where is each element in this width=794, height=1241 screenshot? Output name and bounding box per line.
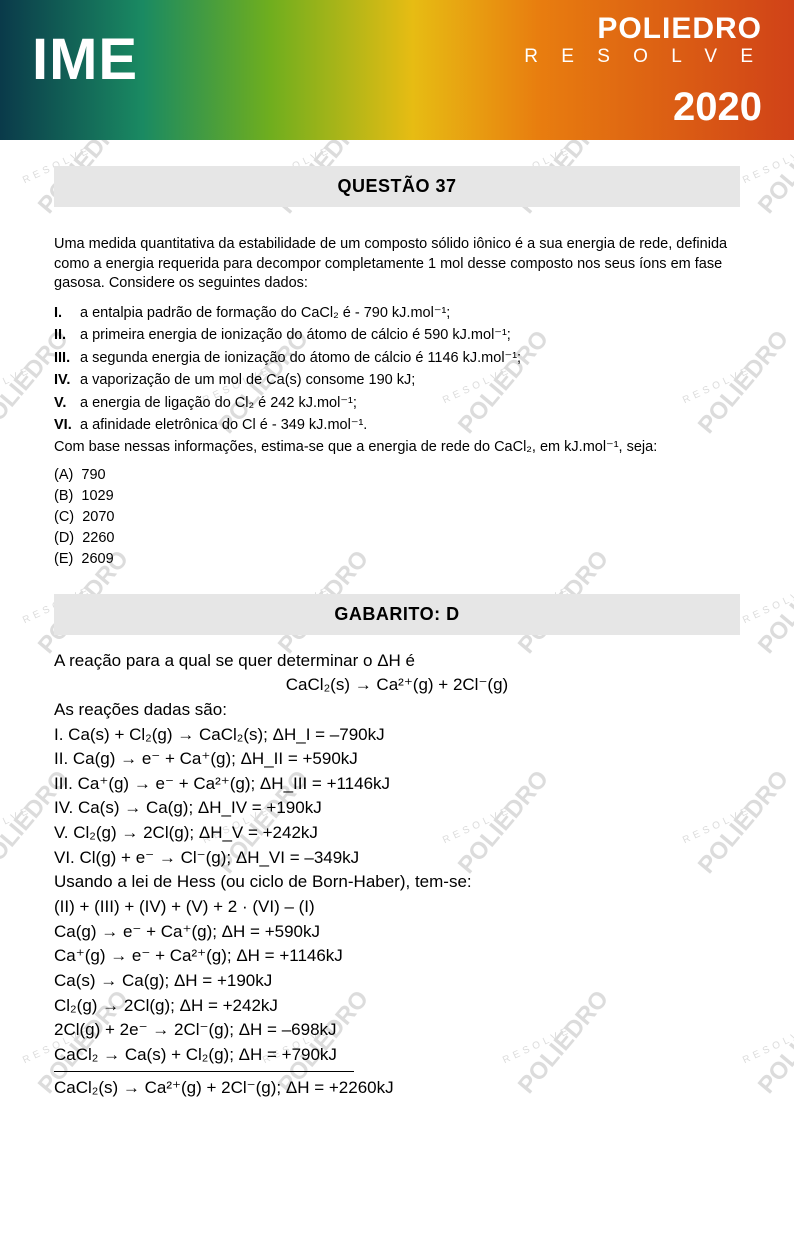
exam-logo: IME — [32, 26, 138, 93]
solution-hess: Usando a lei de Hess (ou ciclo de Born-H… — [54, 870, 740, 895]
brand-name: POLIEDRO — [597, 12, 762, 45]
list-item: I.a entalpia padrão de formação do CaCl₂… — [54, 302, 740, 324]
solution-step: Ca(g) → e⁻ + Ca⁺(g); ΔH = +590kJ — [54, 920, 740, 945]
page-content: QUESTÃO 37 Uma medida quantitativa da es… — [0, 140, 794, 1101]
sum-rule — [54, 1071, 354, 1072]
solution-combination: (II) + (III) + (IV) + (V) + 2 · (VI) – (… — [54, 895, 740, 920]
list-item: V.a energia de ligação do Cl₂ é 242 kJ.m… — [54, 392, 740, 414]
brand-logo: POLIEDRO R E S O L V E — [524, 12, 762, 68]
solution-step: 2Cl(g) + 2e⁻ → 2Cl⁻(g); ΔH = –698kJ — [54, 1018, 740, 1043]
list-item: VI.a afinidade eletrônica do Cl é - 349 … — [54, 414, 740, 436]
given-data-list: I.a entalpia padrão de formação do CaCl₂… — [54, 302, 740, 437]
solution-given: II. Ca(g) → e⁻ + Ca⁺(g); ΔH_II = +590kJ — [54, 747, 740, 772]
alt-a: (A) 790 — [54, 465, 740, 486]
alt-b: (B) 1029 — [54, 486, 740, 507]
alternatives: (A) 790 (B) 1029 (C) 2070 (D) 2260 (E) 2… — [54, 465, 740, 570]
solution-given: IV. Ca(s) → Ca(g); ΔH_IV = +190kJ — [54, 796, 740, 821]
exam-year: 2020 — [673, 85, 762, 130]
list-item: III.a segunda energia de ionização do át… — [54, 347, 740, 369]
alt-e: (E) 2609 — [54, 549, 740, 570]
solution-step: Ca(s) → Ca(g); ΔH = +190kJ — [54, 969, 740, 994]
brand-sub: R E S O L V E — [524, 46, 762, 68]
solution-line: A reação para a qual se quer determinar … — [54, 649, 740, 674]
solution-given: I. Ca(s) + Cl₂(g) → CaCl₂(s); ΔH_I = –79… — [54, 723, 740, 748]
solution-given: III. Ca⁺(g) → e⁻ + Ca²⁺(g); ΔH_III = +11… — [54, 772, 740, 797]
alt-d: (D) 2260 — [54, 528, 740, 549]
list-item: IV.a vaporização de um mol de Ca(s) cons… — [54, 369, 740, 391]
question-intro: Uma medida quantitativa da estabilidade … — [54, 235, 740, 294]
solution-target-eq: CaCl₂(s) → Ca²⁺(g) + 2Cl⁻(g) — [54, 673, 740, 698]
solution: A reação para a qual se quer determinar … — [54, 649, 740, 1102]
solution-line: As reações dadas são: — [54, 698, 740, 723]
solution-step: Ca⁺(g) → e⁻ + Ca²⁺(g); ΔH = +1146kJ — [54, 944, 740, 969]
list-item: II.a primeira energia de ionização do át… — [54, 324, 740, 346]
solution-step: Cl₂(g) → 2Cl(g); ΔH = +242kJ — [54, 994, 740, 1019]
alt-c: (C) 2070 — [54, 507, 740, 528]
question-prompt: Com base nessas informações, estima-se q… — [54, 439, 740, 455]
answer-title-bar: GABARITO: D — [54, 594, 740, 635]
solution-result: CaCl₂(s) → Ca²⁺(g) + 2Cl⁻(g); ΔH = +2260… — [54, 1076, 740, 1101]
question-title-bar: QUESTÃO 37 — [54, 166, 740, 207]
solution-given: VI. Cl(g) + e⁻ → Cl⁻(g); ΔH_VI = –349kJ — [54, 846, 740, 871]
header-banner: IME POLIEDRO R E S O L V E 2020 — [0, 0, 794, 140]
solution-given: V. Cl₂(g) → 2Cl(g); ΔH_V = +242kJ — [54, 821, 740, 846]
solution-step: CaCl₂ → Ca(s) + Cl₂(g); ΔH = +790kJ — [54, 1043, 740, 1068]
